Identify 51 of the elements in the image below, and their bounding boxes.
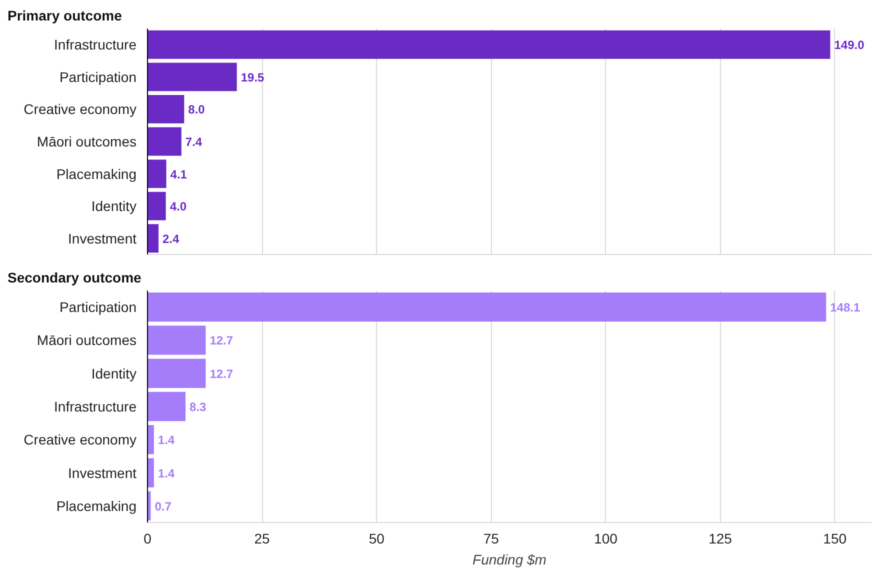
x-tick-label: 75 [483,530,500,546]
x-tick-label: 100 [594,530,618,546]
data-label: 12.7 [210,334,234,348]
data-label: 2.4 [162,232,180,246]
data-label: 0.7 [154,499,172,514]
bar [148,192,166,220]
bar [148,62,237,92]
bar [148,127,182,156]
y-tick-label: Creative economy [24,432,136,448]
x-axis-title: Funding $m [472,552,547,568]
x-tick-label: 0 [144,530,152,546]
bar [148,95,184,124]
bar [148,292,826,322]
y-tick-label: Māori outcomes [36,332,136,348]
y-tick-label: Placemaking [56,166,137,182]
data-label: 19.5 [240,70,265,84]
y-tick-label: Investment [68,230,137,246]
data-label: 12.7 [210,366,234,381]
y-tick-label: Participation [59,68,137,85]
data-label: 4.0 [170,200,187,214]
chart-title: Secondary outcome [8,270,142,286]
y-tick-label: Infrastructure [54,398,137,414]
x-tick-label: 50 [368,530,385,546]
bar [148,224,158,253]
bar [148,326,206,355]
y-tick-label: Identity [91,365,137,382]
bar [148,425,154,454]
data-label: 148.1 [830,300,860,315]
bar [148,392,186,422]
bar [148,160,166,188]
data-label: 1.4 [158,433,175,448]
data-label: 4.1 [170,167,188,182]
y-tick-label: Creative economy [24,101,136,118]
y-tick-label: Investment [68,464,137,481]
data-label: 8.3 [190,400,207,414]
bar [148,358,206,388]
data-label: 8.0 [188,102,206,117]
y-tick-label: Infrastructure [54,36,137,53]
bar [148,30,830,59]
x-tick-label: 25 [254,530,270,546]
data-label: 149.0 [834,38,865,52]
bar [148,458,154,488]
x-tick-label: 150 [823,530,847,546]
y-tick-label: Placemaking [56,498,137,514]
y-tick-label: Participation [59,299,137,316]
x-tick-label: 125 [708,530,732,546]
y-tick-label: Māori outcomes [36,134,136,150]
data-label: 1.4 [158,466,175,480]
data-label: 7.4 [185,135,202,149]
y-tick-label: Identity [91,198,137,214]
chart-title: Primary outcome [8,8,122,24]
